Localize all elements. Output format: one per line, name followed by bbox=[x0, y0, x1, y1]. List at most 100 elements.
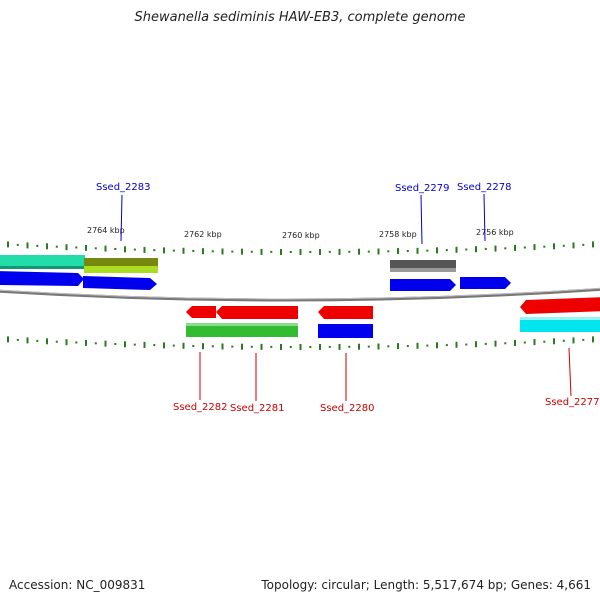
scale-tick bbox=[241, 343, 243, 350]
scale-tick bbox=[494, 340, 497, 347]
forward-cds bbox=[0, 271, 84, 286]
scale-tick bbox=[514, 244, 516, 251]
scale-tick bbox=[289, 346, 292, 348]
scale-tick bbox=[299, 249, 302, 255]
scale-tick bbox=[163, 342, 165, 349]
scale-tick bbox=[455, 341, 458, 348]
scale-label: 2758 kbp bbox=[379, 230, 417, 239]
scale-tick bbox=[504, 342, 507, 345]
scale-tick bbox=[250, 345, 253, 348]
green-feature-highlight bbox=[186, 323, 298, 326]
scale-tick bbox=[114, 248, 117, 250]
scale-tick bbox=[55, 340, 58, 343]
scale-tick bbox=[192, 250, 195, 252]
scale-tick bbox=[465, 248, 468, 251]
scale-tick bbox=[455, 246, 458, 253]
scale-tick bbox=[124, 246, 126, 253]
scale-tick bbox=[250, 250, 253, 253]
scale-tick bbox=[143, 246, 146, 253]
scale-tick bbox=[348, 345, 351, 348]
scale-tick bbox=[572, 242, 575, 249]
scale-tick bbox=[592, 336, 594, 343]
scale-tick bbox=[436, 342, 438, 349]
genome-backbone-highlight bbox=[0, 287, 600, 300]
gene-label-ssed-2281[interactable]: Ssed_2281 bbox=[230, 403, 285, 414]
gene-label-ssed-2279[interactable]: Ssed_2279 bbox=[395, 183, 450, 194]
scale-tick bbox=[387, 250, 390, 253]
scale-tick bbox=[533, 244, 536, 251]
scale-tick bbox=[94, 342, 97, 345]
scale-tick bbox=[514, 339, 516, 346]
scale-tick bbox=[553, 243, 555, 250]
scale-tick bbox=[75, 341, 78, 344]
scale-tick bbox=[426, 249, 429, 252]
scale-tick bbox=[397, 343, 399, 350]
scale-tick bbox=[504, 247, 507, 250]
scale-tick bbox=[358, 343, 360, 350]
scale-tick bbox=[182, 342, 185, 349]
scale-tick bbox=[221, 248, 224, 255]
scale-tick bbox=[85, 244, 87, 251]
scale-tick bbox=[387, 345, 390, 348]
scale-tick bbox=[484, 247, 487, 250]
lower-feature-track bbox=[186, 297, 600, 338]
upper-feature-track bbox=[0, 255, 511, 291]
scale-tick bbox=[445, 344, 448, 347]
leader-line bbox=[120, 194, 123, 242]
scale-tick bbox=[172, 249, 175, 252]
scale-tick bbox=[280, 249, 282, 255]
scale-tick bbox=[562, 339, 565, 342]
scale-tick bbox=[543, 245, 546, 248]
scale-tick bbox=[328, 345, 331, 348]
scale-tick bbox=[163, 247, 165, 254]
olive-feature bbox=[84, 258, 158, 266]
scale-tick bbox=[484, 342, 487, 345]
scale-tick bbox=[592, 241, 594, 248]
scale-tick bbox=[104, 245, 107, 252]
scale-tick bbox=[133, 248, 136, 251]
gene-label-ssed-2280[interactable]: Ssed_2280 bbox=[320, 403, 375, 414]
scale-tick bbox=[16, 243, 19, 246]
scale-tick bbox=[338, 248, 341, 255]
scale-tick bbox=[416, 342, 419, 349]
scale-tick bbox=[436, 247, 438, 254]
teal-feature bbox=[0, 255, 85, 269]
scale-tick bbox=[26, 337, 29, 344]
scale-tick bbox=[280, 344, 282, 350]
scale-tick bbox=[202, 343, 204, 350]
gene-label-ssed-2283[interactable]: Ssed_2283 bbox=[96, 182, 151, 193]
reverse-cds bbox=[520, 297, 600, 314]
scale-tick bbox=[475, 341, 477, 348]
scale-tick bbox=[7, 241, 9, 248]
scale-tick bbox=[367, 250, 370, 253]
scale-tick bbox=[231, 345, 234, 348]
scale-tick bbox=[523, 341, 526, 344]
scale-tick bbox=[543, 340, 546, 343]
scale-label: 2764 kbp bbox=[87, 226, 125, 235]
gray-feature bbox=[390, 260, 456, 271]
green-feature bbox=[186, 323, 298, 337]
scale-tick bbox=[85, 339, 87, 346]
leader-line bbox=[483, 193, 486, 242]
scale-tick bbox=[260, 248, 263, 255]
scale-tick bbox=[46, 243, 48, 250]
gene-label-ssed-2277[interactable]: Ssed_2277 bbox=[545, 397, 600, 408]
scale-tick bbox=[553, 338, 555, 345]
scale-tick bbox=[377, 343, 380, 350]
scale-label: 2760 kbp bbox=[282, 231, 320, 240]
cyan-feature bbox=[520, 317, 600, 332]
leader-line bbox=[568, 347, 572, 397]
reverse-cds bbox=[186, 306, 216, 318]
forward-cds bbox=[460, 277, 511, 289]
scale-tick bbox=[319, 344, 321, 350]
gene-label-ssed-2282[interactable]: Ssed_2282 bbox=[173, 402, 228, 413]
scale-tick bbox=[309, 346, 312, 348]
scale-tick bbox=[182, 247, 185, 254]
scale-label: 2756 kbp bbox=[476, 228, 514, 237]
gene-label-ssed-2278[interactable]: Ssed_2278 bbox=[457, 182, 512, 193]
scale-tick bbox=[94, 247, 97, 250]
scale-tick bbox=[143, 341, 146, 348]
scale-tick bbox=[338, 343, 341, 350]
scale-tick bbox=[75, 246, 78, 249]
